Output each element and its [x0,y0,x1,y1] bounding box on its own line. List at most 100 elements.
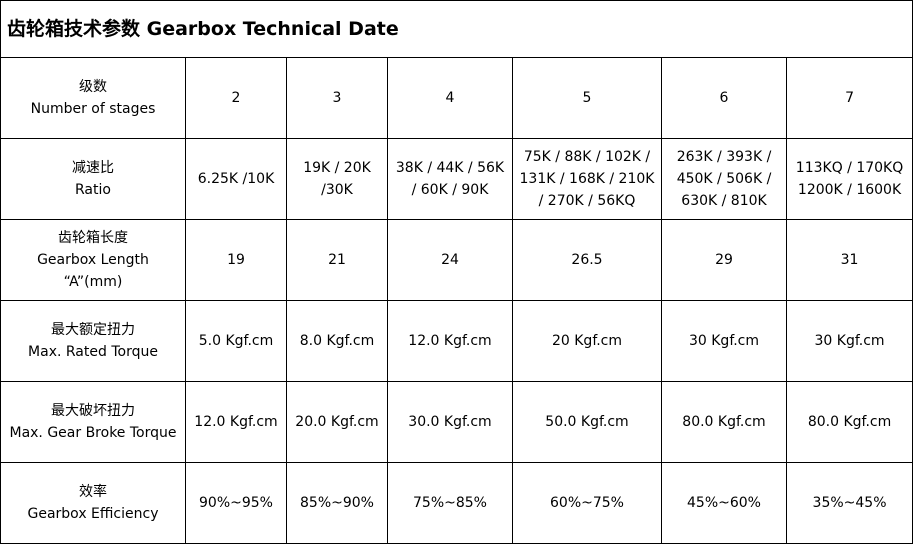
cell-line: Ratio [75,182,111,198]
table-cell: 30 Kgf.cm [785,300,914,382]
cell-line: 5 [582,90,592,106]
cell-line: 26.5 [571,252,603,268]
table-cell: 38K / 44K / 56K / 60K / 90K [387,138,513,220]
table-row: 最大额定扭力 Max. Rated Torque 5.0 Kgf.cm 8.0 Kgf… [0,300,914,382]
cell-line: 30 Kgf.cm [688,333,760,349]
table-cell: 90%~95% [185,462,287,544]
cell-line: 113KQ / 170KQ [795,160,904,176]
table-cell: 20 Kgf.cm [512,300,662,382]
table-cell: 60%~75% [512,462,662,544]
table-cell: 80.0 Kgf.cm [661,381,787,463]
cell-line: /30K [321,182,353,198]
cell-line: 30 Kgf.cm [814,333,885,349]
table-cell: 7 [785,57,914,139]
cell-line: Gearbox Length [37,252,149,268]
cell-line: 5.0 Kgf.cm [198,333,274,349]
table-cell: 50.0 Kgf.cm [512,381,662,463]
cell-line: 630K / 810K [681,193,767,209]
table-cell: 31 [785,219,914,301]
table-row: 减速比 Ratio 6.25K /10K 19K / 20K/30K 38K / 44K… [0,138,914,220]
table-row: 最大破坏扭力 Max. Gear Broke Torque 12.0 Kgf.cm 2… [0,381,914,463]
table-cell: 24 [387,219,513,301]
cell-line: 20 Kgf.cm [551,333,623,349]
table-cell: 6 [661,57,787,139]
table-cell: 75%~85% [387,462,513,544]
table-cell: 4 [387,57,513,139]
table-cell: 35%~45% [785,462,914,544]
cell-line: 75K / 88K / 102K / [523,149,651,165]
spec-table: 齿轮箱技术参数 Gearbox Technical Date 级数 Number … [0,0,914,544]
table-title: 齿轮箱技术参数 Gearbox Technical Date [0,0,914,58]
cell-line: 80.0 Kgf.cm [682,414,766,430]
cell-line: Max. Gear Broke Torque [9,425,177,441]
row-label: 最大额定扭力 Max. Rated Torque [0,300,186,382]
table-cell: 2 [185,57,287,139]
cell-line: 效率 [79,484,107,500]
table-cell: 21 [286,219,388,301]
table-cell: 6.25K /10K [185,138,287,220]
cell-line: 最大额定扭力 [51,322,135,338]
row-label: 齿轮箱长度 Gearbox Length “A”(mm) [0,219,186,301]
cell-line: 29 [715,252,733,268]
cell-line: 19 [227,252,245,268]
cell-line: 齿轮箱长度 [58,230,128,246]
table-cell: 80.0 Kgf.cm [785,381,914,463]
cell-line: 级数 [79,79,107,95]
cell-line: 减速比 [72,160,114,176]
table-cell: 30 Kgf.cm [661,300,787,382]
table-cell: 19K / 20K/30K [286,138,388,220]
cell-line: / 60K / 90K [411,182,489,198]
cell-line: 6.25K /10K [197,171,275,187]
cell-line: 4 [445,90,455,106]
cell-line: 12.0 Kgf.cm [408,333,492,349]
cell-line: 30.0 Kgf.cm [408,414,492,430]
cell-line: 75%~85% [413,495,487,511]
table-cell: 8.0 Kgf.cm [286,300,388,382]
cell-line: 35%~45% [812,495,887,511]
table-cell: 12.0 Kgf.cm [185,381,287,463]
cell-line: 131K / 168K / 210K [519,171,655,187]
table-row: 效率 Gearbox Efficiency 90%~95% 85%~90% 75%~85… [0,462,914,544]
table-cell: 19 [185,219,287,301]
table-cell: 75K / 88K / 102K / 131K / 168K / 210K / 27… [512,138,662,220]
table-cell: 29 [661,219,787,301]
table-cell: 20.0 Kgf.cm [286,381,388,463]
table-cell: 3 [286,57,388,139]
cell-line: 3 [332,90,342,106]
cell-line: Number of stages [30,101,156,117]
cell-line: 12.0 Kgf.cm [194,414,278,430]
cell-line: 50.0 Kgf.cm [545,414,629,430]
cell-line: Gearbox Efficiency [27,506,159,522]
cell-line: 1200K / 1600K [797,182,902,198]
table-row: 级数 Number of stages 2 3 4 5 6 7 [0,57,914,139]
cell-line: 263K / 393K / [676,149,772,165]
cell-line: 24 [441,252,459,268]
row-label: 减速比 Ratio [0,138,186,220]
cell-line: 20.0 Kgf.cm [295,414,379,430]
table-cell: 85%~90% [286,462,388,544]
cell-line: 90%~95% [199,495,273,511]
cell-line: 最大破坏扭力 [51,403,135,419]
cell-line: 21 [328,252,346,268]
table-cell: 5.0 Kgf.cm [185,300,287,382]
cell-line: 2 [231,90,241,106]
cell-line: 38K / 44K / 56K [395,160,505,176]
cell-line: 85%~90% [300,495,374,511]
cell-line: 80.0 Kgf.cm [807,414,892,430]
table-cell: 113KQ / 170KQ 1200K / 1600K [785,138,914,220]
cell-line: 60%~75% [550,495,624,511]
cell-line: Max. Rated Torque [28,344,158,360]
cell-line: 45%~60% [687,495,761,511]
row-label: 效率 Gearbox Efficiency [0,462,186,544]
table-cell: 45%~60% [661,462,787,544]
table-cell: 12.0 Kgf.cm [387,300,513,382]
row-label: 级数 Number of stages [0,57,186,139]
cell-line: 450K / 506K / [676,171,772,187]
table-cell: 263K / 393K / 450K / 506K / 630K / 810K [661,138,787,220]
table-row: 齿轮箱长度 Gearbox Length “A”(mm) 19 21 24 26.5 29 31 [0,219,914,301]
cell-line: 8.0 Kgf.cm [299,333,375,349]
cell-line: “A”(mm) [63,274,123,290]
cell-line: 19K / 20K [303,160,371,176]
cell-line: 7 [845,90,854,106]
